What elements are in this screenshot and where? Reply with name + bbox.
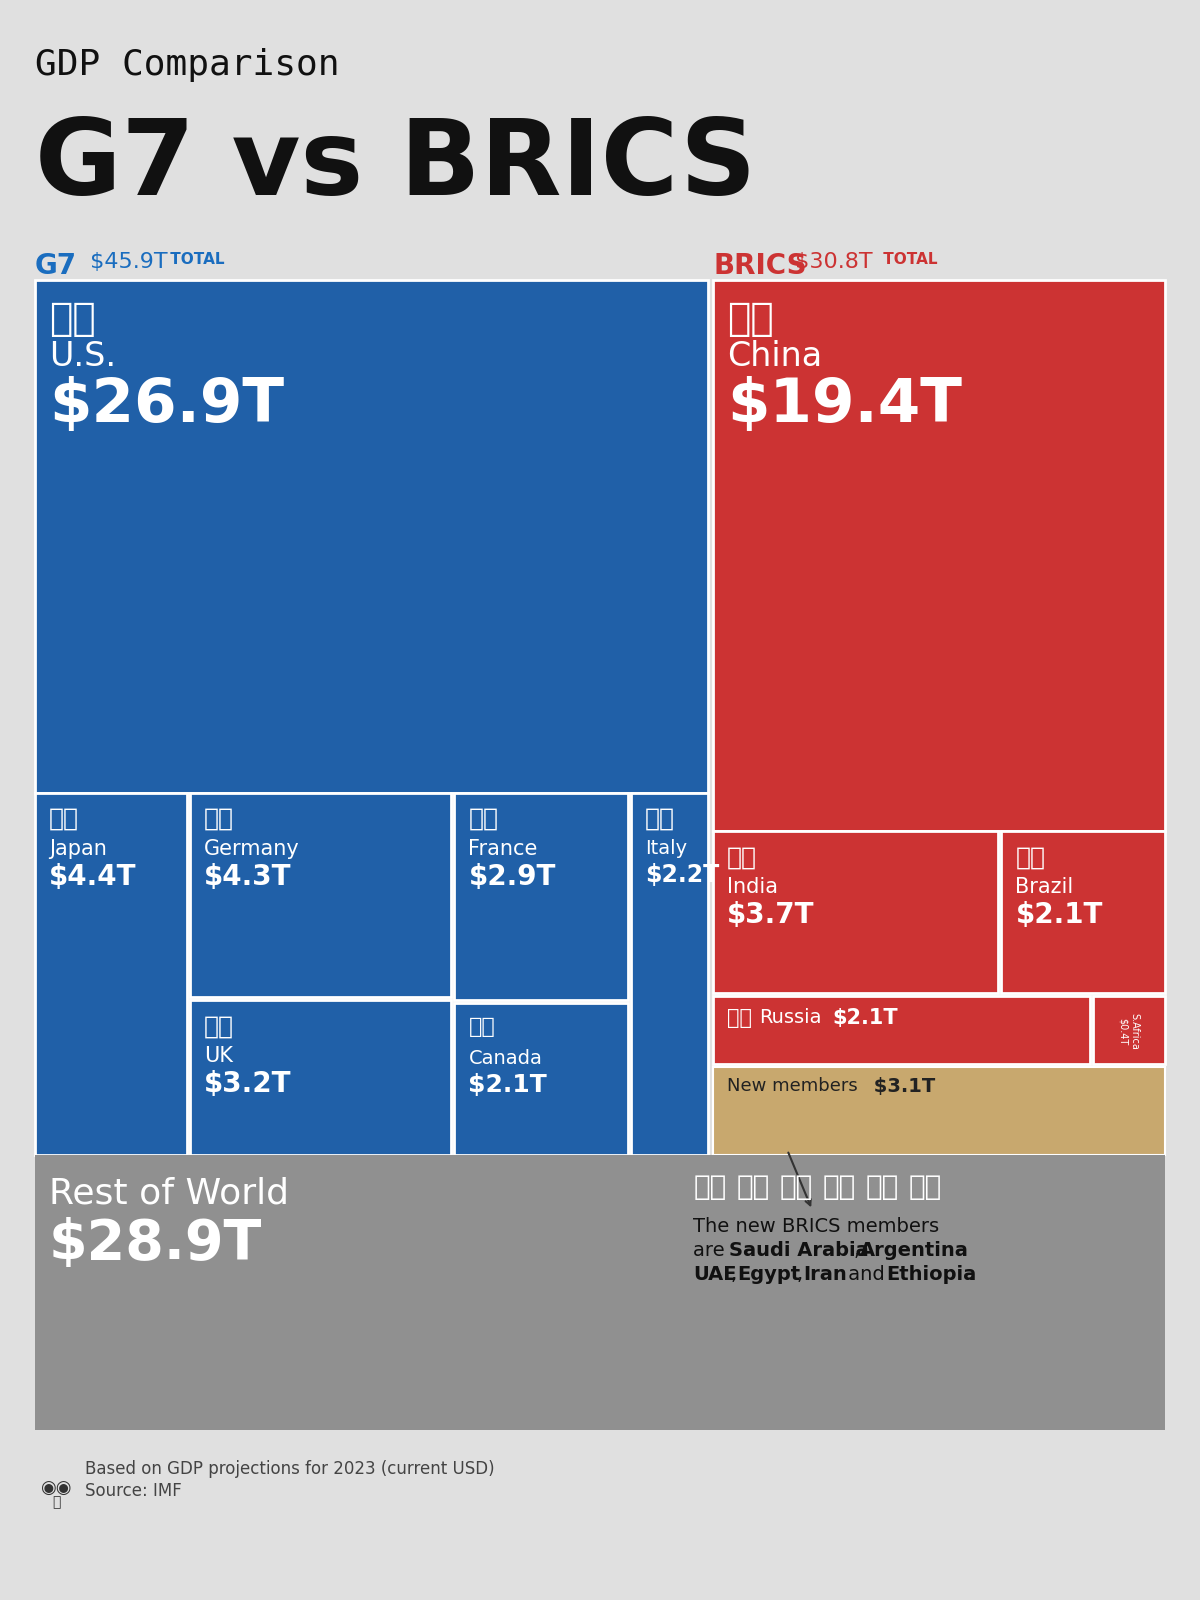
Text: G7: G7 bbox=[35, 251, 77, 280]
Text: The new BRICS members: The new BRICS members bbox=[694, 1218, 940, 1235]
Text: U.S.: U.S. bbox=[49, 341, 116, 373]
Text: France: France bbox=[468, 838, 538, 859]
Bar bbox=[455, 1003, 628, 1155]
Text: BRICS: BRICS bbox=[713, 251, 806, 280]
Text: ◉◉: ◉◉ bbox=[41, 1478, 72, 1498]
Bar bbox=[190, 1000, 451, 1155]
Bar bbox=[455, 792, 628, 1000]
Text: Rest of World: Rest of World bbox=[49, 1178, 289, 1211]
Text: 🇮🇳: 🇮🇳 bbox=[727, 845, 757, 869]
Text: 🇸🇦: 🇸🇦 bbox=[694, 1173, 726, 1202]
Bar bbox=[190, 792, 451, 997]
Text: $3.7T: $3.7T bbox=[727, 901, 815, 930]
Text: ⌣: ⌣ bbox=[52, 1494, 60, 1509]
Bar bbox=[1093, 995, 1165, 1064]
Text: UK: UK bbox=[204, 1046, 233, 1067]
Text: S.Africa
$0.4T: S.Africa $0.4T bbox=[1118, 1013, 1140, 1050]
Text: Italy: Italy bbox=[644, 838, 686, 858]
Text: 🇦🇷: 🇦🇷 bbox=[737, 1173, 769, 1202]
Bar bbox=[713, 280, 1165, 830]
Text: $26.9T: $26.9T bbox=[49, 376, 284, 435]
Text: 🇮🇷: 🇮🇷 bbox=[865, 1173, 899, 1202]
Text: G7 vs BRICS: G7 vs BRICS bbox=[35, 115, 756, 218]
Bar bbox=[631, 792, 708, 1155]
Text: 🇪🇹: 🇪🇹 bbox=[908, 1173, 942, 1202]
Bar bbox=[713, 1067, 1165, 1155]
Text: 🇮🇹: 🇮🇹 bbox=[644, 806, 674, 830]
Text: $30.8T: $30.8T bbox=[788, 251, 872, 272]
Text: Brazil: Brazil bbox=[1015, 877, 1074, 898]
Text: $4.4T: $4.4T bbox=[49, 862, 137, 891]
Text: $3.2T: $3.2T bbox=[204, 1070, 292, 1099]
Text: 🇧🇷: 🇧🇷 bbox=[1015, 845, 1045, 869]
Text: 🇯🇵: 🇯🇵 bbox=[49, 806, 79, 830]
Text: 🇨🇦: 🇨🇦 bbox=[468, 1018, 496, 1037]
Text: $2.1T: $2.1T bbox=[1015, 901, 1103, 930]
Text: 🇬🇧: 🇬🇧 bbox=[204, 1014, 234, 1038]
Bar bbox=[35, 1155, 1165, 1430]
Text: $4.3T: $4.3T bbox=[204, 862, 292, 891]
Text: China: China bbox=[727, 341, 822, 373]
Text: $28.9T: $28.9T bbox=[49, 1218, 263, 1270]
Text: 🇫🇷: 🇫🇷 bbox=[468, 806, 498, 830]
Text: $19.4T: $19.4T bbox=[727, 376, 962, 435]
Text: Based on GDP projections for 2023 (current USD): Based on GDP projections for 2023 (curre… bbox=[85, 1459, 494, 1478]
Text: $2.1T: $2.1T bbox=[468, 1074, 547, 1098]
Text: are: are bbox=[694, 1242, 731, 1261]
Text: UAE: UAE bbox=[694, 1266, 737, 1283]
Text: Russia: Russia bbox=[760, 1008, 822, 1027]
Bar bbox=[713, 995, 1090, 1064]
Text: $45.9T: $45.9T bbox=[83, 251, 168, 272]
Text: TOTAL: TOTAL bbox=[878, 251, 937, 267]
Text: Ethiopia: Ethiopia bbox=[887, 1266, 977, 1283]
Text: 🇦🇪: 🇦🇪 bbox=[779, 1173, 812, 1202]
Text: ,: , bbox=[797, 1266, 803, 1283]
Text: India: India bbox=[727, 877, 779, 898]
Text: New members: New members bbox=[727, 1077, 858, 1094]
Text: Canada: Canada bbox=[468, 1050, 542, 1067]
Text: 🇪🇬: 🇪🇬 bbox=[822, 1173, 856, 1202]
Bar bbox=[1002, 830, 1165, 994]
Text: 🇩🇪: 🇩🇪 bbox=[204, 806, 234, 830]
Text: Argentina: Argentina bbox=[860, 1242, 970, 1261]
Text: Germany: Germany bbox=[204, 838, 300, 859]
Bar bbox=[35, 792, 187, 1155]
Text: Japan: Japan bbox=[49, 838, 107, 859]
Text: $3.1T: $3.1T bbox=[868, 1077, 936, 1096]
Text: Iran: Iran bbox=[803, 1266, 847, 1283]
Text: ,: , bbox=[853, 1242, 859, 1261]
Text: Egypt: Egypt bbox=[737, 1266, 800, 1283]
Bar bbox=[713, 830, 998, 994]
Text: GDP Comparison: GDP Comparison bbox=[35, 48, 340, 82]
Text: $2.1T: $2.1T bbox=[833, 1008, 898, 1027]
Text: .: . bbox=[968, 1266, 974, 1283]
Text: and: and bbox=[842, 1266, 892, 1283]
Text: 🇨🇳: 🇨🇳 bbox=[727, 301, 774, 338]
Text: $2.2T: $2.2T bbox=[644, 862, 719, 886]
Text: Saudi Arabia: Saudi Arabia bbox=[730, 1242, 869, 1261]
Text: TOTAL: TOTAL bbox=[166, 251, 224, 267]
Bar bbox=[35, 280, 708, 792]
Text: 🇺🇸: 🇺🇸 bbox=[49, 301, 96, 338]
Text: 🇷🇺: 🇷🇺 bbox=[727, 1008, 752, 1027]
Text: ,: , bbox=[731, 1266, 737, 1283]
Text: $2.9T: $2.9T bbox=[468, 862, 556, 891]
Text: Source: IMF: Source: IMF bbox=[85, 1482, 181, 1501]
